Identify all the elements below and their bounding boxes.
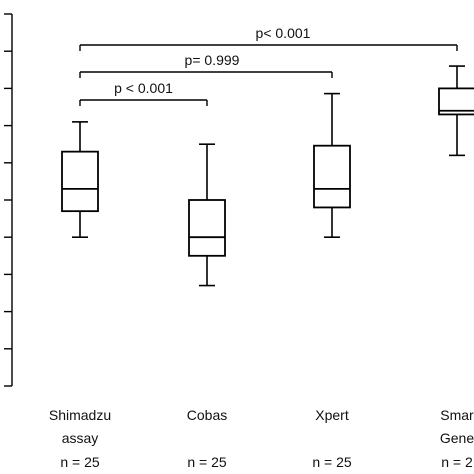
p-value-label: p< 0.001 [256, 25, 311, 41]
category-label: Xpert [315, 407, 349, 423]
category-label: Smar [440, 407, 474, 423]
category-label: Cobas [187, 407, 227, 423]
sample-size-label: n = 25 [312, 454, 352, 470]
box-iqr [313, 144, 351, 209]
sample-size-label: n = 25 [187, 454, 227, 470]
p-value-label: p < 0.001 [114, 80, 173, 96]
p-value-label: p= 0.999 [185, 52, 240, 68]
category-label: Shimadzu [49, 407, 111, 423]
sample-size-label: n = 25 [60, 454, 100, 470]
box-iqr [61, 150, 99, 213]
sample-size-label: n = 2 [441, 454, 473, 470]
category-label-line2: Gene [440, 430, 474, 446]
category-label-line2: assay [62, 430, 99, 446]
box-iqr [188, 199, 226, 257]
